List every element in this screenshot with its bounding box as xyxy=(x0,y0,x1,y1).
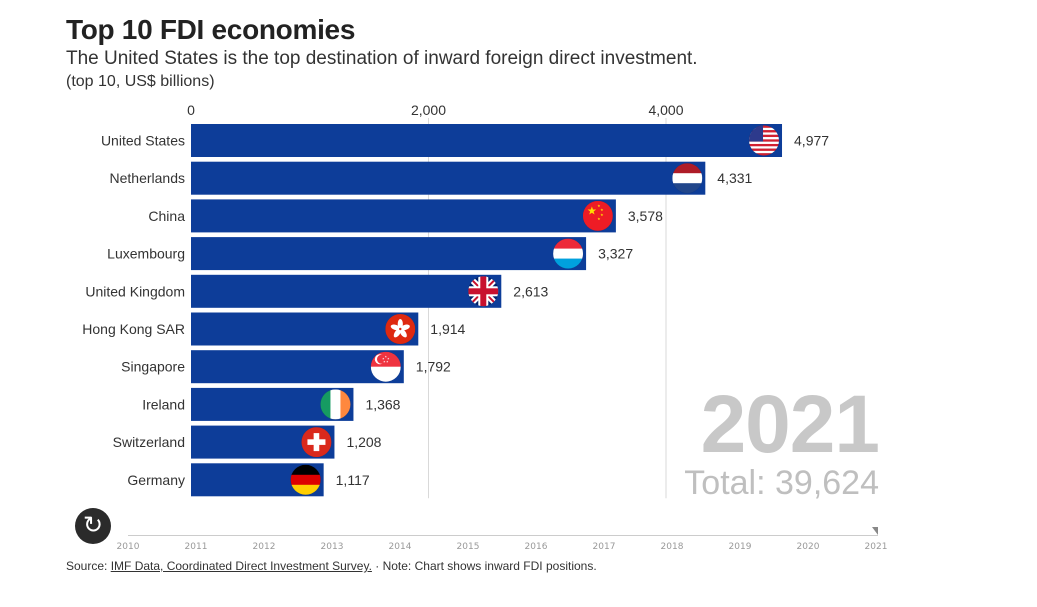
value-label: 1,792 xyxy=(416,359,451,375)
x-tick-label: 4,000 xyxy=(648,102,683,118)
netherlands-flag-icon xyxy=(672,162,703,194)
singapore-flag-icon xyxy=(370,351,402,383)
value-label: 4,331 xyxy=(717,170,752,186)
timeline-years: 2010 2011 2012 2013 2014 2015 2016 2017 2018 2019… xyxy=(0,542,1037,556)
category-label: Hong Kong SAR xyxy=(82,321,185,337)
chart-subtitle: The United States is the top destination… xyxy=(66,48,698,69)
value-label: 1,914 xyxy=(430,321,465,337)
bar xyxy=(191,124,783,157)
bar xyxy=(191,199,616,233)
category-label: Luxembourg xyxy=(107,246,185,262)
timeline-year[interactable]: 2020 xyxy=(796,542,820,552)
value-label: 1,208 xyxy=(346,434,381,450)
category-label: Switzerland xyxy=(113,434,185,450)
category-label: United States xyxy=(101,133,185,149)
category-label: Netherlands xyxy=(110,170,186,186)
timeline-handle[interactable] xyxy=(872,527,878,535)
timeline-year[interactable]: 2014 xyxy=(388,542,412,552)
source-prefix: Source: xyxy=(66,559,111,573)
luxembourg-flag-icon xyxy=(552,238,584,269)
timeline-year[interactable]: 2013 xyxy=(320,542,344,552)
category-label: Germany xyxy=(127,472,185,488)
timeline-track[interactable] xyxy=(128,535,878,536)
value-label: 4,977 xyxy=(794,133,829,149)
current-year-label: 2021 xyxy=(700,379,880,470)
bar xyxy=(191,274,502,308)
replay-icon: ↻ xyxy=(82,512,104,539)
timeline-year[interactable]: 2010 xyxy=(116,542,140,552)
replay-button[interactable]: ↻ xyxy=(75,508,111,544)
bar xyxy=(191,312,419,346)
hong-kong-flag-icon xyxy=(384,313,416,345)
chart-units: (top 10, US$ billions) xyxy=(66,73,215,90)
china-flag-icon xyxy=(582,200,614,232)
timeline-year[interactable]: 2012 xyxy=(252,542,276,552)
timeline-year[interactable]: 2017 xyxy=(592,542,616,552)
bar xyxy=(191,161,706,195)
us-flag-icon xyxy=(748,125,780,156)
chart-title: Top 10 FDI economies xyxy=(66,14,356,45)
timeline-year[interactable]: 2016 xyxy=(524,542,548,552)
x-tick-label: 0 xyxy=(187,102,195,118)
category-label: China xyxy=(148,208,185,224)
category-label: Singapore xyxy=(121,359,185,375)
x-tick-label: 2,000 xyxy=(411,102,446,118)
value-label: 3,578 xyxy=(628,208,663,224)
switzerland-flag-icon xyxy=(301,426,332,458)
timeline-year[interactable]: 2021 xyxy=(864,542,888,552)
uk-flag-icon xyxy=(467,275,499,307)
bar xyxy=(191,350,404,384)
value-label: 1,117 xyxy=(336,472,370,488)
timeline-year[interactable]: 2018 xyxy=(660,542,684,552)
timeline-year[interactable]: 2015 xyxy=(456,542,480,552)
category-label: Ireland xyxy=(142,396,185,412)
timeline-year[interactable]: 2019 xyxy=(728,542,752,552)
ireland-flag-icon xyxy=(320,389,351,420)
value-label: 2,613 xyxy=(513,283,548,299)
total-label: Total: 39,624 xyxy=(684,464,879,502)
source-note-text: · Note: Chart shows inward FDI positions… xyxy=(371,559,597,573)
source-note: Source: IMF Data, Coordinated Direct Inv… xyxy=(66,559,597,573)
value-label: 3,327 xyxy=(598,246,633,262)
germany-flag-icon xyxy=(290,464,321,496)
timeline-year[interactable]: 2011 xyxy=(184,542,208,552)
bar xyxy=(191,237,587,271)
source-link[interactable]: IMF Data, Coordinated Direct Investment … xyxy=(110,559,372,573)
category-label: United Kingdom xyxy=(85,283,185,299)
value-label: 1,368 xyxy=(365,396,400,412)
